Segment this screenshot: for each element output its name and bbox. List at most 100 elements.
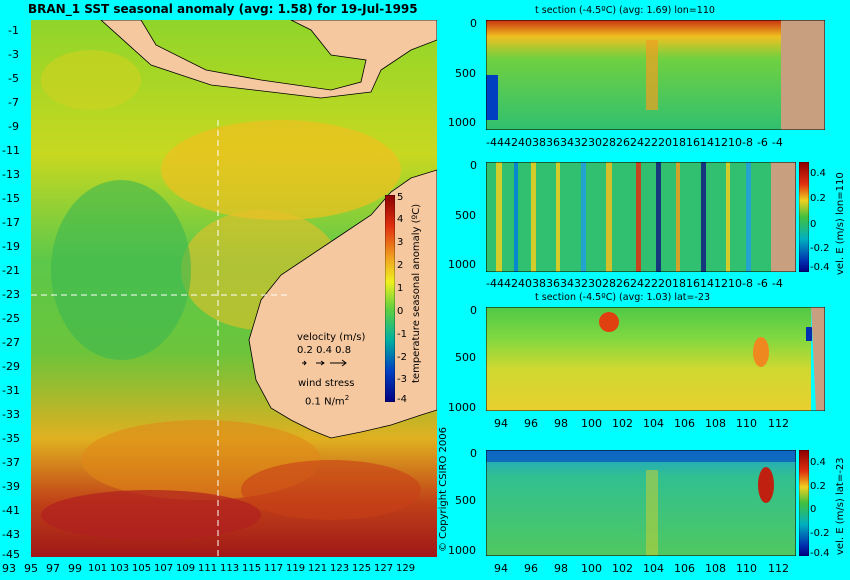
panel1-ytick: 1000 [448,116,476,129]
lon-tick: 123 [330,563,350,574]
panel3-xtick: 94 [494,417,508,430]
panel4-cb-tick: 0 [810,504,817,515]
lon-tick: 105 [132,563,152,574]
panel4-xtick: 104 [643,562,664,575]
panel4-ytick: 1000 [448,544,476,557]
panel4-cb-label: vel. E (m/s) lat=-23 [835,457,846,555]
copyright-text: © Copyright CSIRO 2006 [438,427,449,552]
lat-tick: -37 [2,456,20,469]
panel3-xtick: 112 [768,417,789,430]
lon-tick: 113 [220,563,240,574]
panel4-xticks: 94 96 98 100 102 104 106 108 110 112 [486,562,796,578]
panel2-cb-tick: -0.2 [810,243,830,254]
panel4-cb-tick: 0.2 [810,481,826,492]
colorbar-tick: -2 [397,352,407,363]
panel1-ytick: 0 [470,17,477,30]
lat-tick: -21 [2,264,20,277]
panel4-xtick: 108 [705,562,726,575]
colorbar-tick: -1 [397,329,407,340]
panel4-xtick: 96 [524,562,538,575]
lon-tick: 111 [198,563,218,574]
wind-legend-title: wind stress [298,378,355,389]
lat-tick: -33 [2,408,20,421]
lon-tick: 109 [176,563,196,574]
lat-tick: -19 [2,240,20,253]
panel1-ytick: 500 [455,67,476,80]
panel3-ytick: 500 [455,351,476,364]
lon-tick: 95 [24,562,38,575]
panel3-xtick: 108 [705,417,726,430]
lon-tick: 93 [2,562,16,575]
colorbar-tick: 2 [397,260,404,271]
lon-tick: 117 [264,563,284,574]
lat-tick: -43 [2,528,20,541]
lat-tick: -31 [2,384,20,397]
main-map-title: BRAN_1 SST seasonal anomaly (avg: 1.58) … [28,2,418,16]
lat-tick: -27 [2,336,20,349]
velocity-arrows-icon [300,358,350,368]
panel1-xticks: -444240383634323028262422201816141210-8-… [486,136,783,149]
lat-tick: -11 [2,144,20,157]
panel4-heatmap [486,450,796,556]
panel3-xtick: 110 [736,417,757,430]
panel2-cb-label: vel. E (m/s) lon=110 [835,172,846,275]
panel4-xtick: 112 [768,562,789,575]
panel2-cb-tick: 0.4 [810,168,826,179]
panel3-xticks: 94 96 98 100 102 104 106 108 110 112 [486,417,825,433]
lat-tick: -29 [2,360,20,373]
sst-colorbar [385,195,395,402]
panel1-title: t section (-4.5ºC) (avg: 1.69) lon=110 [535,5,715,16]
panel4-colorbar [799,450,809,556]
panel4-xtick: 98 [554,562,568,575]
panel3-xtick: 100 [581,417,602,430]
velocity-legend-title: velocity (m/s) [297,332,366,343]
lat-tick: -17 [2,216,20,229]
panel4-xtick: 94 [494,562,508,575]
panel2-ytick: 0 [470,159,477,172]
colorbar-tick: 4 [397,214,404,225]
lon-tick: 97 [46,562,60,575]
panel3-title: t section (-4.5ºC) (avg: 1.03) lat=-23 [535,292,710,303]
lat-tick: -1 [8,24,19,37]
lat-tick: -13 [2,168,20,181]
panel4-cb-tick: -0.2 [810,528,830,539]
sst-colorbar-label: temperature seasonal anomaly (ºC) [411,203,422,383]
lon-tick: 119 [286,563,306,574]
panel3-ytick: 0 [470,304,477,317]
panel4-cb-tick: -0.4 [810,548,830,559]
lon-tick: 101 [88,563,108,574]
panel2-ytick: 500 [455,209,476,222]
panel2-ytick: 1000 [448,258,476,271]
lat-tick: -7 [8,96,19,109]
lat-tick: -35 [2,432,20,445]
wind-legend-value: 0.1 N/m2 [305,394,350,408]
panel2-colorbar [799,162,809,272]
lon-tick: 103 [110,563,130,574]
panel4-xtick: 106 [674,562,695,575]
lon-tick: 121 [308,563,328,574]
lon-tick: 115 [242,563,262,574]
panel2-heatmap [486,162,796,272]
lon-tick: 129 [396,563,416,574]
lon-tick: 127 [374,563,394,574]
panel4-ytick: 0 [470,447,477,460]
lat-tick: -3 [8,48,19,61]
panel2-xticks: -444240383634323028262422201816141210-8-… [486,277,783,290]
panel3-heatmap [486,307,825,411]
panel2-cb-tick: -0.4 [810,262,830,273]
panel4-xtick: 100 [581,562,602,575]
panel4-ytick: 500 [455,494,476,507]
panel3-xtick: 102 [612,417,633,430]
panel3-xtick: 96 [524,417,538,430]
colorbar-tick: 1 [397,283,404,294]
lon-axis: 93 95 97 99 101 103 105 107 109 111 113 … [0,562,440,578]
lat-tick: -9 [8,120,19,133]
velocity-legend-values: 0.2 0.4 0.8 [297,345,352,356]
sst-colorbar-ticks: 5 4 3 2 1 0 -1 -2 -3 -4 [397,192,411,406]
panel3-xtick: 98 [554,417,568,430]
lat-tick: -25 [2,312,20,325]
lat-tick: -45 [2,548,20,561]
lat-tick: -23 [2,288,20,301]
lat-tick: -41 [2,504,20,517]
colorbar-tick: -3 [397,374,407,385]
